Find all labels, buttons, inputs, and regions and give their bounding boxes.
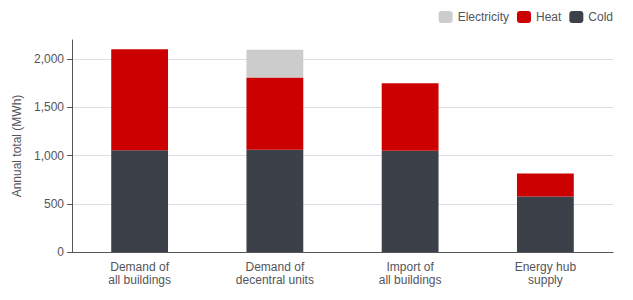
svg-text:500: 500 [44, 197, 64, 211]
svg-text:Demand of: Demand of [110, 260, 169, 274]
svg-text:0: 0 [57, 245, 64, 259]
svg-text:1,000: 1,000 [34, 149, 64, 163]
svg-text:all buildings: all buildings [108, 273, 171, 287]
svg-text:supply: supply [528, 273, 563, 287]
svg-text:Import of: Import of [386, 260, 434, 274]
svg-text:Electricity: Electricity [458, 10, 509, 24]
svg-text:Cold: Cold [588, 10, 613, 24]
svg-text:1,500: 1,500 [34, 100, 64, 114]
svg-text:all buildings: all buildings [379, 273, 442, 287]
svg-text:decentral units: decentral units [236, 273, 314, 287]
svg-text:2,000: 2,000 [34, 52, 64, 66]
svg-text:Annual total (MWh): Annual total (MWh) [10, 95, 24, 198]
svg-text:Heat: Heat [536, 10, 562, 24]
svg-text:Energy hub: Energy hub [515, 260, 577, 274]
svg-text:Demand of: Demand of [246, 260, 305, 274]
